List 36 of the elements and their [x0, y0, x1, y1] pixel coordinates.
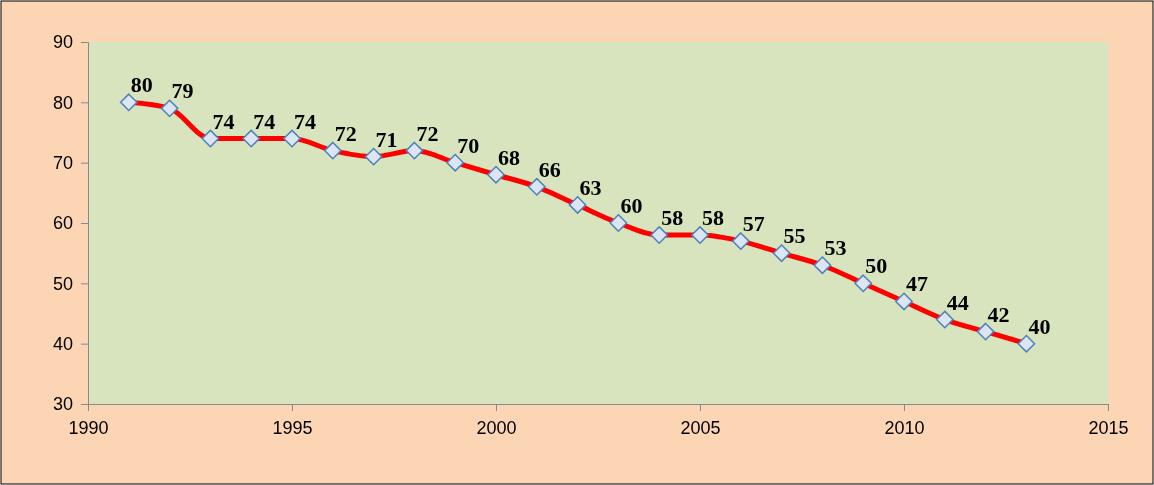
y-tick-label: 50 [52, 273, 73, 294]
y-tick-label: 90 [52, 32, 73, 53]
y-tick-label: 70 [52, 152, 73, 173]
y-tick-label: 40 [52, 333, 73, 354]
data-label: 53 [824, 235, 847, 261]
y-tick-label: 30 [52, 394, 73, 415]
data-label: 40 [1028, 313, 1051, 339]
data-label: 70 [457, 132, 480, 158]
data-label: 72 [416, 120, 439, 146]
data-label: 55 [783, 223, 806, 249]
data-label: 74 [212, 108, 235, 134]
data-label: 71 [375, 126, 398, 152]
data-label: 79 [171, 78, 194, 104]
data-label: 74 [294, 108, 316, 134]
data-label: 50 [865, 253, 888, 279]
data-label: 60 [620, 193, 643, 218]
data-label: 44 [946, 289, 969, 315]
x-tick-label: 1995 [272, 417, 313, 438]
data-label: 42 [987, 301, 1010, 327]
data-label: 47 [906, 271, 928, 297]
data-label: 72 [334, 120, 357, 146]
data-label: 80 [130, 72, 153, 98]
data-label: 63 [579, 174, 602, 200]
x-tick-label: 2000 [476, 417, 517, 438]
data-label: 74 [253, 108, 276, 134]
data-label: 68 [498, 144, 520, 170]
y-tick-label: 80 [52, 92, 73, 113]
x-tick-label: 2010 [884, 417, 925, 438]
data-label: 57 [742, 211, 765, 237]
data-label: 58 [661, 205, 684, 231]
x-tick-label: 2015 [1088, 417, 1129, 438]
x-tick-label: 2005 [680, 417, 721, 438]
y-tick-label: 60 [52, 213, 73, 234]
data-label: 66 [538, 156, 561, 182]
x-tick-label: 1990 [68, 417, 109, 438]
data-label: 58 [702, 205, 724, 231]
